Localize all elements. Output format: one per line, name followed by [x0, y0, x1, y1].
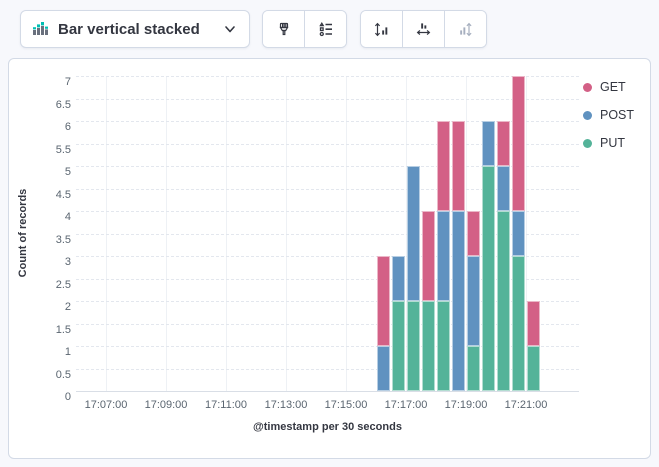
bar-segment-put[interactable] — [511, 256, 526, 391]
horizontal-axis-extents-button[interactable] — [402, 11, 444, 47]
bar-segment-post[interactable] — [496, 166, 511, 211]
vertical-axis-extents-button[interactable] — [361, 11, 402, 47]
x-tick-label: 17:07:00 — [84, 399, 128, 411]
y-tick-label: 6.5 — [55, 98, 71, 111]
legend-item[interactable]: GET — [583, 73, 634, 101]
bar-segment-post[interactable] — [406, 166, 421, 301]
y-tick-label: 4.5 — [55, 188, 71, 201]
legend-label: GET — [600, 80, 626, 94]
y-tick-label: 1 — [64, 346, 71, 358]
value-labels-button[interactable] — [304, 11, 346, 47]
paintbrush-icon — [276, 21, 292, 37]
y-gridline — [76, 76, 579, 77]
bar-vertical-stacked-icon — [33, 21, 49, 37]
x-tick-label: 17:13:00 — [264, 399, 308, 411]
chart-type-dropdown[interactable]: Bar vertical stacked — [20, 10, 250, 48]
y-tick-label: 1.5 — [55, 323, 71, 336]
bar-segment-get[interactable] — [451, 121, 466, 211]
y-gridline — [76, 346, 579, 347]
plot-area — [76, 76, 579, 392]
y-tick-label: 2 — [64, 301, 71, 313]
bar-segment-post[interactable] — [436, 211, 451, 301]
bar-segment-post[interactable] — [466, 256, 481, 346]
bar-segment-put[interactable] — [466, 346, 481, 391]
y-tick-label: 0 — [64, 391, 71, 403]
y-gridline — [76, 256, 579, 257]
bar-segment-get[interactable] — [436, 121, 451, 211]
legend-dot — [583, 110, 592, 120]
legend-label: PUT — [600, 136, 625, 150]
y-gridline — [76, 278, 579, 280]
x-tick-label: 17:09:00 — [144, 399, 188, 411]
bar-segment-put[interactable] — [436, 301, 451, 391]
bar-segment-post[interactable] — [511, 211, 526, 256]
y-tick-label: 4 — [64, 211, 71, 223]
bar-segment-get[interactable] — [376, 256, 391, 346]
x-tick-label: 17:21:00 — [504, 399, 548, 411]
legend: GET POST PUT — [583, 73, 634, 157]
x-axis-labels: 17:07:00 17:09:00 17:11:00 17:13:00 17:15:00… — [76, 399, 579, 413]
x-tick-label: 17:19:00 — [444, 399, 488, 411]
y-gridline — [76, 368, 579, 370]
bar-segment-put[interactable] — [526, 346, 541, 391]
x-axis-title: @timestamp per 30 seconds — [253, 421, 402, 433]
vertical-axis-extents-icon — [373, 21, 390, 38]
chart-panel: Count of records 0 0.5 1 1.5 2 2.5 3 3.5 4 4.5 5 5.… — [8, 58, 651, 459]
bar-segment-get[interactable] — [496, 121, 511, 166]
y-gridline — [76, 98, 579, 100]
y-tick-label: 5 — [64, 166, 71, 178]
style-button-group — [262, 10, 347, 48]
legend-dot — [583, 138, 592, 148]
y-gridline — [76, 143, 579, 145]
y-tick-label: 0.5 — [55, 368, 71, 381]
horizontal-axis-extents-icon — [415, 21, 432, 38]
y-tick-label: 7 — [64, 76, 71, 88]
y-gridline — [76, 211, 579, 212]
bar-segment-get[interactable] — [466, 211, 481, 256]
legend-item[interactable]: POST — [583, 101, 634, 129]
x-tick-label: 17:17:00 — [384, 399, 428, 411]
legend-dot — [583, 82, 592, 92]
chevron-down-icon — [223, 22, 237, 36]
y-tick-label: 6 — [64, 121, 71, 133]
bar-segment-post[interactable] — [376, 346, 391, 391]
y-gridline — [76, 301, 579, 302]
y-gridline — [76, 121, 579, 122]
bar-segment-put[interactable] — [406, 301, 421, 391]
bar-segment-put[interactable] — [421, 301, 436, 391]
paintbrush-button[interactable] — [263, 11, 304, 47]
vertical-axis-extents-disabled-icon — [457, 21, 474, 38]
y-gridline — [76, 188, 579, 190]
value-labels-list-icon — [318, 21, 334, 37]
bar-segment-get[interactable] — [421, 211, 436, 301]
y-gridline — [76, 323, 579, 325]
y-tick-label: 3.5 — [55, 233, 71, 246]
y-tick-label: 2.5 — [55, 278, 71, 291]
y-gridline — [76, 233, 579, 235]
bar-segment-put[interactable] — [481, 166, 496, 391]
bar-segment-put[interactable] — [496, 211, 511, 391]
legend-item[interactable]: PUT — [583, 129, 634, 157]
bar-segment-post[interactable] — [451, 211, 466, 391]
x-tick-label: 17:11:00 — [204, 399, 248, 411]
x-tick-label: 17:15:00 — [324, 399, 368, 411]
y-gridline — [76, 166, 579, 167]
axis-extents-button-group — [360, 10, 487, 48]
bar-segment-get[interactable] — [526, 301, 541, 346]
y-tick-label: 3 — [64, 256, 71, 268]
bar-segment-get[interactable] — [511, 76, 526, 211]
legend-label: POST — [600, 108, 635, 122]
y-tick-label: 5.5 — [55, 143, 71, 156]
y-axis-labels: 0 0.5 1 1.5 2 2.5 3 3.5 4 4.5 5 5.5 6 6.5 7 — [9, 76, 71, 403]
vertical-axis-extents-right-button — [444, 11, 486, 47]
chart-type-label: Bar vertical stacked — [58, 20, 200, 38]
bar-segment-post[interactable] — [481, 121, 496, 166]
bar-segment-put[interactable] — [391, 301, 406, 391]
bar-segment-post[interactable] — [391, 256, 406, 301]
